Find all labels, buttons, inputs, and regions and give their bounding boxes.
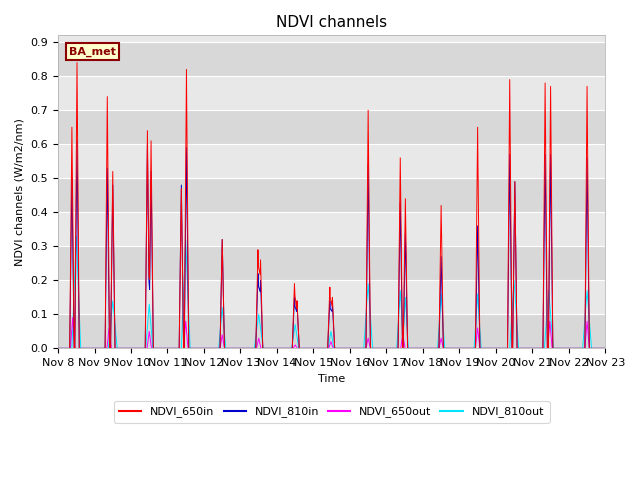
Y-axis label: NDVI channels (W/m2/nm): NDVI channels (W/m2/nm) [15, 118, 25, 266]
Line: NDVI_810in: NDVI_810in [58, 141, 605, 348]
NDVI_650in [90, 346, 97, 351]
NDVI_810out [293, 335, 301, 340]
NDVI_650in [175, 335, 183, 341]
NDVI_810in [73, 138, 81, 144]
NDVI_810out [72, 233, 80, 239]
Line: NDVI_650in: NDVI_650in [58, 62, 605, 348]
NDVI_650in [602, 346, 609, 351]
Line: NDVI_810out: NDVI_810out [58, 236, 605, 348]
NDVI_810in [602, 346, 609, 351]
NDVI_810out [500, 346, 508, 351]
Bar [58, 178, 605, 212]
NDVI_650in [293, 300, 301, 305]
Bar [58, 246, 605, 280]
Bar [58, 212, 605, 246]
NDVI_650out [68, 315, 76, 321]
NDVI_810out [175, 346, 183, 351]
NDVI_650out [293, 345, 301, 351]
NDVI_810in [54, 346, 62, 351]
NDVI_650out [175, 346, 183, 351]
NDVI_650in [68, 139, 76, 145]
NDVI_650out [54, 346, 62, 351]
NDVI_810in [500, 346, 508, 351]
NDVI_810out [68, 346, 76, 351]
NDVI_810in [90, 346, 97, 351]
NDVI_810in [243, 346, 250, 351]
NDVI_650in [73, 60, 81, 65]
Bar [58, 144, 605, 178]
NDVI_650out [500, 346, 508, 351]
Bar [58, 110, 605, 144]
Legend: NDVI_650in, NDVI_810in, NDVI_650out, NDVI_810out: NDVI_650in, NDVI_810in, NDVI_650out, NDV… [114, 401, 550, 423]
NDVI_650out [243, 346, 250, 351]
NDVI_810in [293, 303, 301, 309]
Bar [58, 76, 605, 110]
NDVI_810out [602, 346, 609, 351]
NDVI_810in [68, 187, 76, 192]
Title: NDVI channels: NDVI channels [276, 15, 387, 30]
NDVI_650out [90, 346, 97, 351]
NDVI_650in [500, 346, 508, 351]
Text: BA_met: BA_met [69, 46, 116, 57]
NDVI_650out [602, 346, 609, 351]
Bar [58, 314, 605, 348]
NDVI_810out [243, 346, 250, 351]
Bar [58, 42, 605, 76]
NDVI_650in [54, 346, 62, 351]
NDVI_810in [175, 335, 183, 340]
NDVI_650in [243, 346, 250, 351]
NDVI_810out [90, 346, 97, 351]
Bar [58, 280, 605, 314]
NDVI_810out [54, 346, 62, 351]
X-axis label: Time: Time [318, 373, 346, 384]
NDVI_650out [68, 327, 76, 333]
Line: NDVI_650out: NDVI_650out [58, 318, 605, 348]
